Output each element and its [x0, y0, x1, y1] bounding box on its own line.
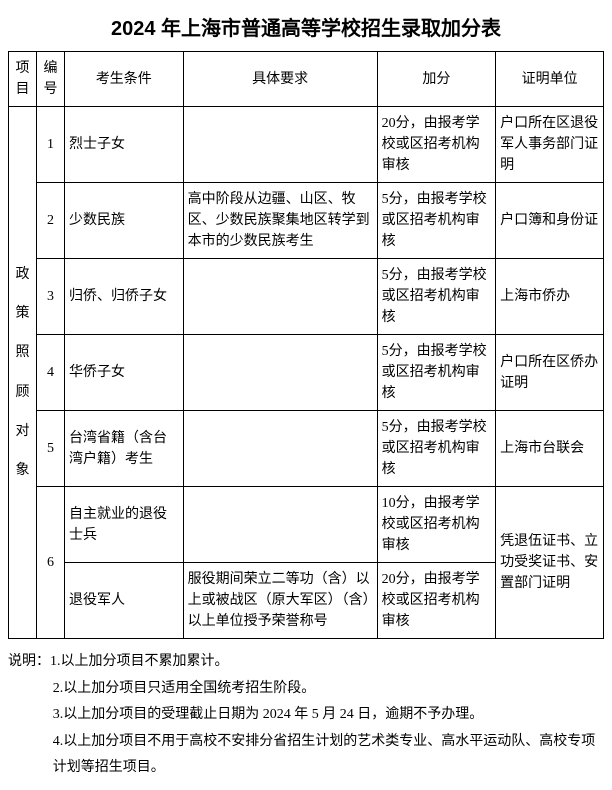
note-text: 1.以上加分项目不累加累计。: [50, 654, 229, 669]
row-num: 2: [37, 183, 65, 259]
category-cell: 政 策 照 顾 对 象: [9, 107, 37, 639]
row-num: 6: [37, 487, 65, 639]
header-project: 项目: [9, 52, 37, 107]
row-condition: 归侨、归侨子女: [65, 259, 184, 335]
row-cert: 户口所在区退役军人事务部门证明: [496, 107, 604, 183]
category-char: 顾: [13, 373, 32, 412]
row-condition: 华侨子女: [65, 335, 184, 411]
category-char: 象: [13, 451, 32, 490]
row-cert: 户口簿和身份证: [496, 183, 604, 259]
note-item: 3.以上加分项目的受理截止日期为 2024 年 5 月 24 日，逾期不予办理。: [8, 702, 604, 729]
row-cert: 上海市侨办: [496, 259, 604, 335]
notes-block: 说明：1.以上加分项目不累加累计。 2.以上加分项目只适用全国统考招生阶段。 3…: [8, 649, 604, 782]
header-condition: 考生条件: [65, 52, 184, 107]
row-num: 1: [37, 107, 65, 183]
row-requirement: [183, 411, 377, 487]
category-char: 政: [13, 255, 32, 294]
row-num: 3: [37, 259, 65, 335]
note-item: 4.以上加分项目不用于高校不安排分省招生计划的艺术类专业、高水平运动队、高校专项…: [8, 729, 604, 782]
table-header-row: 项目 编号 考生条件 具体要求 加分 证明单位: [9, 52, 604, 107]
row-condition: 台湾省籍（含台湾户籍）考生: [65, 411, 184, 487]
row-bonus: 5分，由报考学校或区招考机构审核: [377, 335, 496, 411]
table-row: 6 自主就业的退役士兵 10分，由报考学校或区招考机构审核 凭退伍证书、立功受奖…: [9, 487, 604, 563]
row-requirement: 高中阶段从边疆、山区、牧区、少数民族聚集地区转学到本市的少数民族考生: [183, 183, 377, 259]
note-item: 2.以上加分项目只适用全国统考招生阶段。: [8, 676, 604, 703]
row-bonus: 10分，由报考学校或区招考机构审核: [377, 487, 496, 563]
row-cert: 凭退伍证书、立功受奖证书、安置部门证明: [496, 487, 604, 639]
row-requirement: [183, 259, 377, 335]
table-row: 3 归侨、归侨子女 5分，由报考学校或区招考机构审核 上海市侨办: [9, 259, 604, 335]
row-num: 4: [37, 335, 65, 411]
note-item: 说明：1.以上加分项目不累加累计。: [8, 649, 604, 676]
row-cert: 户口所在区侨办证明: [496, 335, 604, 411]
row-num: 5: [37, 411, 65, 487]
category-char: 策: [13, 294, 32, 333]
row-cert: 上海市台联会: [496, 411, 604, 487]
row-condition: 少数民族: [65, 183, 184, 259]
header-bonus: 加分: [377, 52, 496, 107]
row-bonus: 20分，由报考学校或区招考机构审核: [377, 107, 496, 183]
notes-label: 说明：: [8, 654, 50, 669]
table-row: 政 策 照 顾 对 象 1 烈士子女 20分，由报考学校或区招考机构审核 户口所…: [9, 107, 604, 183]
row-condition: 自主就业的退役士兵: [65, 487, 184, 563]
page-title: 2024 年上海市普通高等学校招生录取加分表: [8, 12, 604, 41]
category-char: 照: [13, 333, 32, 372]
category-char: 对: [13, 412, 32, 451]
row-requirement: [183, 107, 377, 183]
row-bonus: 5分，由报考学校或区招考机构审核: [377, 411, 496, 487]
header-requirement: 具体要求: [183, 52, 377, 107]
row-requirement: [183, 335, 377, 411]
table-row: 5 台湾省籍（含台湾户籍）考生 5分，由报考学校或区招考机构审核 上海市台联会: [9, 411, 604, 487]
row-requirement: 服役期间荣立二等功（含）以上或被战区（原大军区）（含）以上单位授予荣誉称号: [183, 563, 377, 639]
row-bonus: 5分，由报考学校或区招考机构审核: [377, 183, 496, 259]
row-requirement: [183, 487, 377, 563]
row-bonus: 5分，由报考学校或区招考机构审核: [377, 259, 496, 335]
table-row: 2 少数民族 高中阶段从边疆、山区、牧区、少数民族聚集地区转学到本市的少数民族考…: [9, 183, 604, 259]
row-condition: 退役军人: [65, 563, 184, 639]
row-condition: 烈士子女: [65, 107, 184, 183]
header-num: 编号: [37, 52, 65, 107]
header-cert: 证明单位: [496, 52, 604, 107]
table-row: 4 华侨子女 5分，由报考学校或区招考机构审核 户口所在区侨办证明: [9, 335, 604, 411]
bonus-table: 项目 编号 考生条件 具体要求 加分 证明单位 政 策 照 顾 对 象 1 烈士…: [8, 51, 604, 639]
row-bonus: 20分，由报考学校或区招考机构审核: [377, 563, 496, 639]
